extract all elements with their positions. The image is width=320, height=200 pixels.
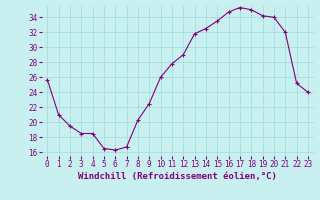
- X-axis label: Windchill (Refroidissement éolien,°C): Windchill (Refroidissement éolien,°C): [78, 172, 277, 181]
